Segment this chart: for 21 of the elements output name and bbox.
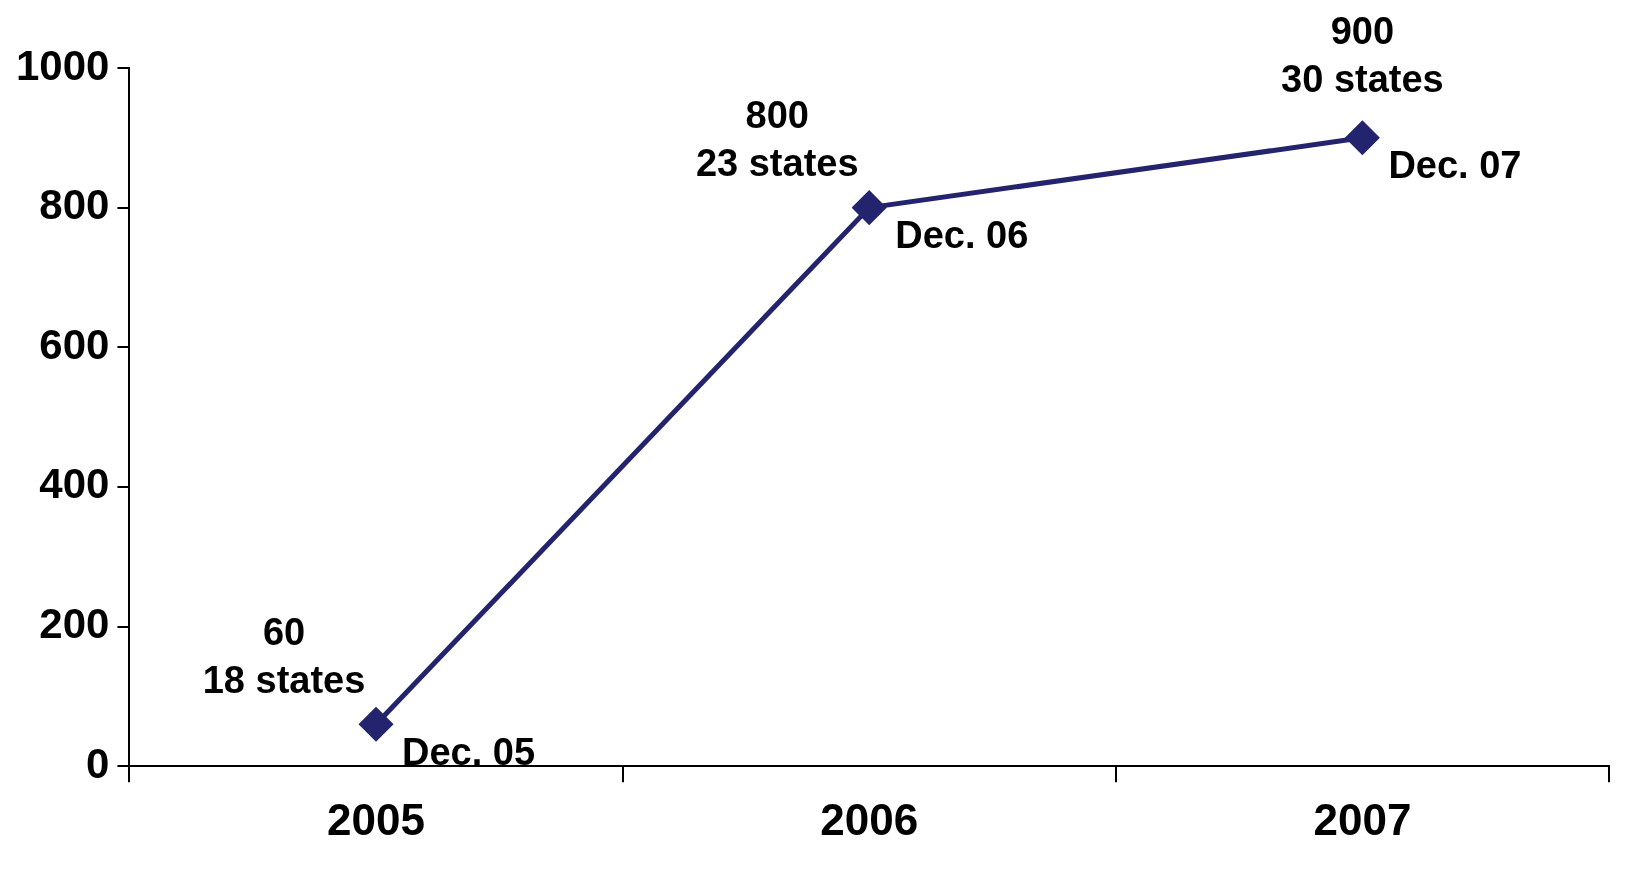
point [1345,121,1379,155]
x-tick-label: 2006 [820,794,919,844]
y-tick-label: 1000 [16,41,110,89]
y-tick-label: 0 [86,739,110,787]
point [359,707,393,741]
annotation: Dec. 06 [895,214,1029,257]
point [852,191,886,225]
x-tick-label: 2007 [1313,794,1412,844]
annotation: Dec. 05 [402,730,536,773]
annotation: 23 states [695,142,859,185]
y-tick-label: 600 [39,320,110,368]
annotation: Dec. 07 [1388,144,1522,187]
y-tick-label: 800 [39,181,110,229]
y-tick-label: 200 [39,600,110,648]
y-tick-label: 400 [39,460,110,508]
annotation: 18 states [202,658,366,701]
data-label: 800 [745,94,809,137]
annotation: 30 states [1281,58,1444,101]
data-label: 900 [1330,10,1395,53]
x-tick-label: 2005 [327,794,425,844]
data-label: 60 [262,610,306,653]
